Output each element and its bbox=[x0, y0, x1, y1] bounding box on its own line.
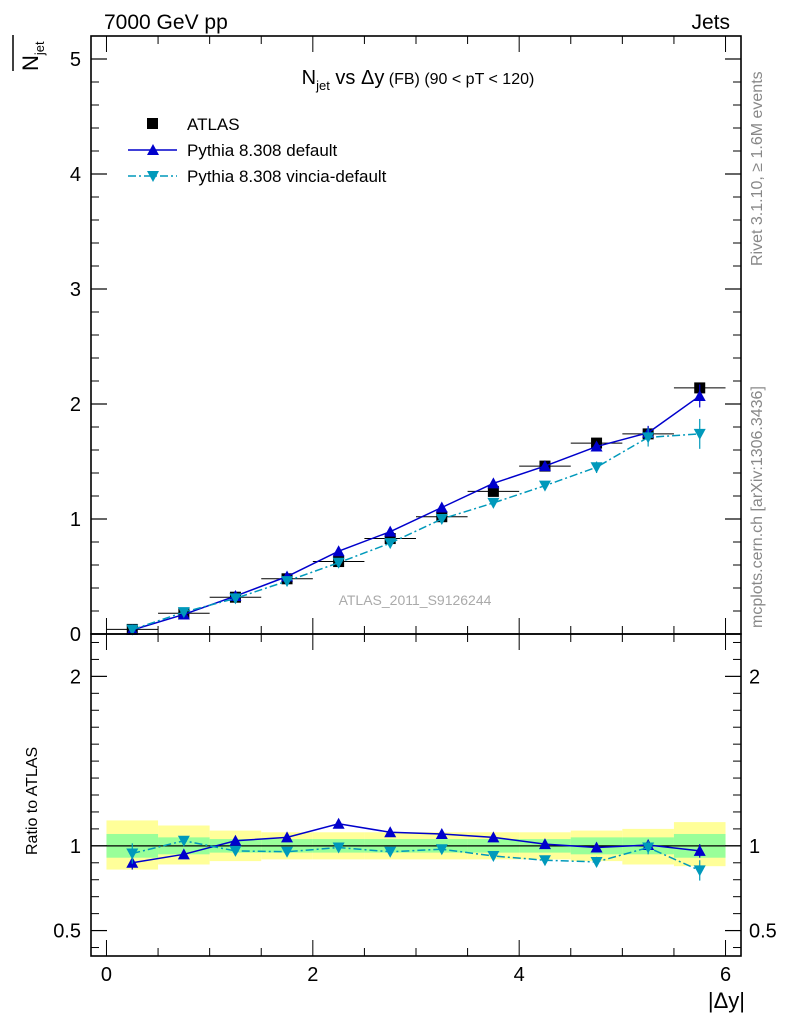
data-point bbox=[332, 545, 345, 557]
main-plot-axes: 0 1 2 3 4 5 bbox=[70, 36, 741, 646]
x-tick-label: 4 bbox=[514, 964, 525, 986]
ratio-y-tick-label-right: 1 bbox=[749, 836, 760, 858]
y-tick-label: 2 bbox=[70, 394, 81, 416]
ratio-point bbox=[590, 856, 603, 868]
x-tick-label: 2 bbox=[307, 964, 318, 986]
data-point bbox=[487, 477, 500, 489]
legend-marker-vincia bbox=[147, 171, 159, 182]
data-point bbox=[538, 460, 551, 472]
data-point bbox=[384, 525, 397, 537]
ratio-series-0 bbox=[126, 817, 706, 870]
ratio-point bbox=[693, 865, 706, 877]
ratio-series-line-0 bbox=[132, 823, 700, 864]
series-line-2 bbox=[132, 433, 700, 631]
x-tick-label: 6 bbox=[720, 964, 731, 986]
data-point bbox=[642, 432, 655, 444]
ratio-point bbox=[126, 848, 139, 860]
legend-label-default: Pythia 8.308 default bbox=[187, 141, 338, 160]
data-point bbox=[538, 480, 551, 492]
data-point bbox=[590, 462, 603, 474]
title-sub: jet bbox=[315, 78, 330, 93]
ratio-point bbox=[332, 842, 345, 854]
ratio-point bbox=[538, 855, 551, 867]
ratio-plot-panel: 0.5 0.5 1 1 2 2 0 2 4 6 Ratio to ATLAS |Δy| bbox=[24, 633, 777, 1013]
legend-marker-default bbox=[147, 144, 159, 155]
ratio-series-1 bbox=[126, 835, 706, 881]
ratio-point bbox=[384, 846, 397, 858]
data-point bbox=[281, 576, 294, 588]
y-tick-label: 4 bbox=[70, 164, 81, 186]
ratio-series-line-1 bbox=[132, 839, 701, 872]
ratio-point bbox=[229, 834, 242, 846]
data-point bbox=[693, 389, 706, 401]
data-point bbox=[487, 485, 499, 497]
title-vs: vs Δy bbox=[330, 67, 384, 89]
data-point bbox=[384, 538, 397, 550]
main-ylabel: Njet bbox=[18, 41, 47, 71]
ratio-point bbox=[538, 838, 551, 850]
ratio-y-tick-label-left: 0.5 bbox=[53, 921, 81, 943]
rivet-version-label: Rivet 3.1.10, ≥ 1.6M events bbox=[749, 71, 766, 266]
x-tick-label: 0 bbox=[101, 964, 112, 986]
ratio-point bbox=[384, 826, 397, 838]
ratio-y-tick-label-left: 1 bbox=[70, 836, 81, 858]
ratio-point bbox=[332, 817, 345, 829]
ratio-ylabel: Ratio to ATLAS bbox=[24, 747, 41, 855]
ratio-plot-frame bbox=[90, 633, 742, 957]
analysis-watermark: ATLAS_2011_S9126244 bbox=[339, 592, 492, 608]
legend-label-vincia: Pythia 8.308 vincia-default bbox=[187, 167, 387, 186]
ratio-point bbox=[281, 846, 294, 858]
data-point bbox=[177, 607, 190, 619]
ratio-point bbox=[642, 842, 655, 854]
ratio-point bbox=[693, 844, 706, 856]
ratio-y-tick-label-right: 0.5 bbox=[749, 921, 777, 943]
ratio-plot-content bbox=[91, 817, 741, 881]
ratio-point bbox=[435, 827, 448, 839]
series-line-1 bbox=[132, 395, 701, 631]
data-point bbox=[229, 593, 242, 605]
ratio-plot-axes: 0.5 0.5 1 1 2 2 0 2 4 6 bbox=[53, 634, 777, 986]
ratio-y-tick-label-left: 2 bbox=[70, 666, 81, 688]
title-main: N bbox=[302, 67, 316, 89]
data-point bbox=[332, 557, 345, 569]
header-energy-label: 7000 GeV pp bbox=[104, 11, 228, 34]
ratio-point bbox=[590, 841, 603, 853]
legend-marker-atlas bbox=[147, 118, 158, 129]
legend: ATLAS Pythia 8.308 default Pythia 8.308 … bbox=[128, 115, 387, 186]
ratio-point bbox=[487, 831, 500, 843]
ratio-xlabel: |Δy| bbox=[708, 988, 745, 1013]
ratio-point bbox=[177, 848, 190, 860]
ratio-point bbox=[487, 851, 500, 863]
y-tick-label: 3 bbox=[70, 279, 81, 301]
ratio-point bbox=[435, 844, 448, 856]
data-point bbox=[487, 497, 500, 509]
data-point bbox=[435, 501, 448, 513]
y-tick-label: 5 bbox=[70, 49, 81, 71]
y-tick-label: 0 bbox=[70, 624, 81, 646]
data-point bbox=[590, 440, 603, 452]
data-point bbox=[126, 624, 139, 636]
title-rest: (FB) (90 < pT < 120) bbox=[384, 71, 534, 88]
main-plot-content bbox=[106, 382, 726, 636]
ratio-point bbox=[177, 835, 190, 847]
header-process-label: Jets bbox=[691, 11, 730, 34]
main-plot-panel: 0 1 2 3 4 5 Njet vs Δy (FB) (90 < pT < 120) N… bbox=[12, 35, 742, 646]
ratio-point bbox=[229, 845, 242, 857]
y-tick-label: 1 bbox=[70, 509, 81, 531]
main-plot-title: Njet vs Δy (FB) (90 < pT < 120) bbox=[302, 67, 535, 93]
ratio-point bbox=[281, 831, 294, 843]
data-point bbox=[693, 428, 706, 440]
series-2 bbox=[126, 418, 706, 636]
data-point bbox=[435, 514, 448, 525]
ylabel-main: N bbox=[18, 55, 43, 71]
ylabel-sub: jet bbox=[32, 41, 47, 56]
mcplots-citation-label: mcplots.cern.ch [arXiv:1306.3436] bbox=[749, 386, 766, 628]
ratio-y-tick-label-right: 2 bbox=[749, 666, 760, 688]
legend-label-atlas: ATLAS bbox=[187, 115, 240, 134]
